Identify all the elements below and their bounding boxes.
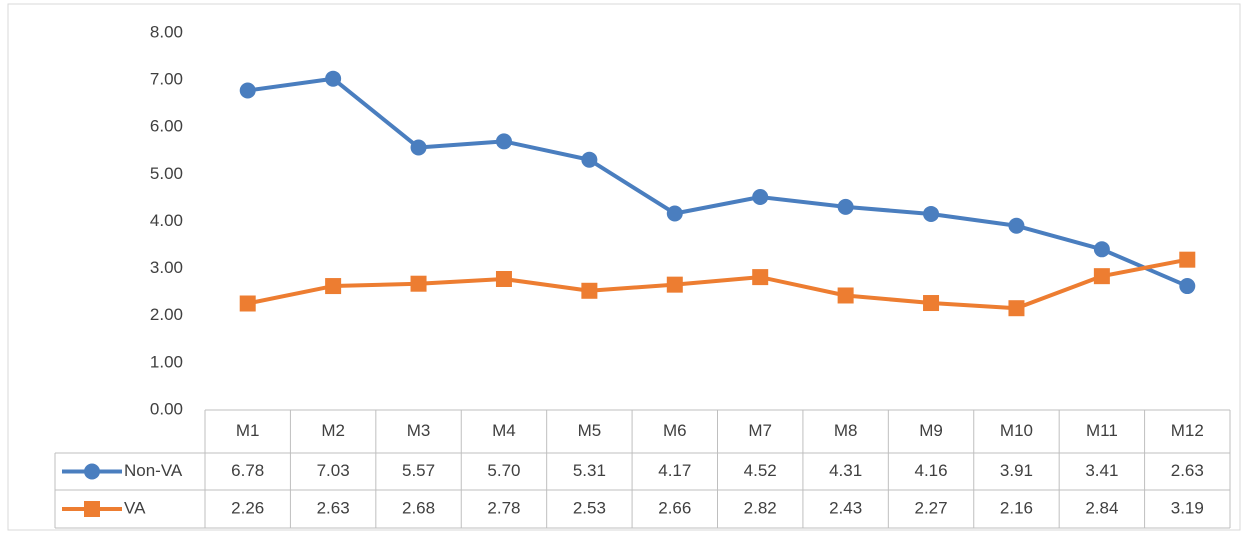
- x-tick-label: M10: [1000, 421, 1033, 440]
- legend-marker: [84, 463, 100, 480]
- marker: [923, 205, 940, 222]
- x-tick-label: M5: [578, 421, 602, 440]
- marker: [410, 275, 427, 292]
- marker: [1093, 241, 1110, 258]
- y-tick-label: 2.00: [150, 305, 183, 324]
- y-tick-label: 4.00: [150, 211, 183, 230]
- table-value: 2.43: [829, 498, 862, 517]
- table-value: 2.84: [1085, 498, 1118, 517]
- x-tick-label: M11: [1086, 421, 1118, 440]
- marker: [923, 295, 940, 312]
- table-value: 4.16: [914, 461, 947, 480]
- marker: [325, 70, 342, 87]
- x-tick-label: M12: [1171, 421, 1204, 440]
- marker: [239, 82, 256, 99]
- table-value: 5.31: [573, 461, 606, 480]
- table-value: 2.63: [1171, 461, 1204, 480]
- table-value: 2.27: [914, 498, 947, 517]
- table-value: 5.57: [402, 461, 435, 480]
- marker: [837, 198, 854, 215]
- legend-label: VA: [124, 498, 146, 517]
- table-value: 4.52: [744, 461, 777, 480]
- marker: [1008, 217, 1025, 234]
- marker: [752, 269, 769, 286]
- table-value: 3.91: [1000, 461, 1033, 480]
- marker: [325, 278, 342, 295]
- marker: [495, 270, 512, 287]
- y-tick-label: 6.00: [150, 117, 183, 136]
- x-tick-label: M9: [919, 421, 943, 440]
- y-tick-label: 7.00: [150, 70, 183, 89]
- table-value: 3.19: [1171, 498, 1204, 517]
- x-tick-label: M3: [407, 421, 431, 440]
- table-value: 2.66: [658, 498, 691, 517]
- table-value: 4.17: [658, 461, 691, 480]
- legend-marker: [84, 501, 100, 517]
- marker: [666, 276, 683, 293]
- table-value: 2.16: [1000, 498, 1033, 517]
- marker: [581, 282, 598, 299]
- x-tick-label: M6: [663, 421, 687, 440]
- table-value: 2.53: [573, 498, 606, 517]
- marker: [581, 151, 598, 168]
- table-value: 5.70: [487, 461, 520, 480]
- x-tick-label: M7: [748, 421, 772, 440]
- table-value: 2.78: [487, 498, 520, 517]
- table-value: 2.63: [317, 498, 350, 517]
- y-tick-label: 1.00: [150, 352, 183, 371]
- y-tick-label: 3.00: [150, 258, 183, 277]
- table-value: 2.68: [402, 498, 435, 517]
- x-tick-label: M8: [834, 421, 858, 440]
- marker: [239, 295, 256, 312]
- legend-label: Non-VA: [124, 461, 183, 480]
- marker: [1008, 300, 1025, 317]
- table-value: 3.41: [1085, 461, 1118, 480]
- table-value: 6.78: [231, 461, 264, 480]
- marker: [410, 139, 427, 156]
- table-value: 2.26: [231, 498, 264, 517]
- marker: [837, 287, 854, 304]
- x-tick-label: M1: [236, 421, 260, 440]
- y-tick-label: 8.00: [150, 22, 183, 41]
- table-value: 4.31: [829, 461, 862, 480]
- y-tick-label: 0.00: [150, 399, 183, 418]
- marker: [495, 133, 512, 150]
- marker: [1093, 268, 1110, 285]
- y-tick-label: 5.00: [150, 164, 183, 183]
- chart-border: [7, 3, 1241, 531]
- series-line: [247, 76, 1189, 288]
- marker: [1179, 251, 1196, 268]
- table-value: 2.82: [744, 498, 777, 517]
- marker: [1179, 278, 1196, 295]
- x-tick-label: M2: [321, 421, 345, 440]
- marker: [666, 205, 683, 222]
- series-line: [247, 257, 1188, 311]
- table-value: 7.03: [317, 461, 350, 480]
- marker: [752, 188, 769, 205]
- x-tick-label: M4: [492, 421, 516, 440]
